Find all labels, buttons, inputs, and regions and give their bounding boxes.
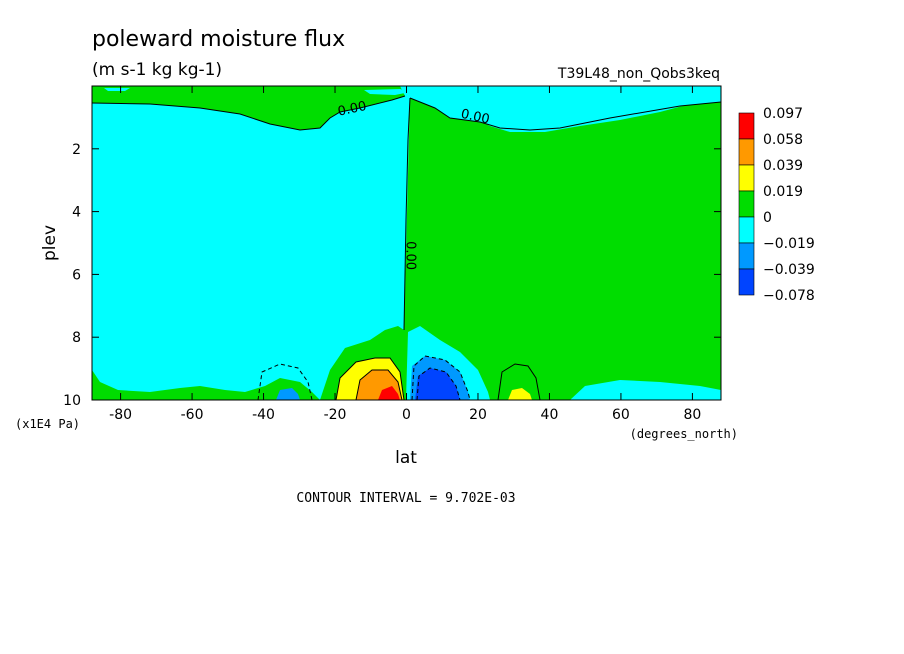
legend-level-label: −0.019 xyxy=(763,236,815,252)
legend-swatch xyxy=(738,242,755,270)
plot-area xyxy=(91,85,722,401)
negative-region-north-surface xyxy=(570,380,721,400)
x-tick-label: 80 xyxy=(683,407,701,423)
x-axis: -80 -60 -40 -20 0 20 40 60 80 xyxy=(109,86,701,423)
contour-labels: 0.00 0.00 0.00 xyxy=(336,99,490,270)
positive-maximum-red xyxy=(378,386,400,400)
negative-contour-2 xyxy=(416,367,461,401)
positive-contour-1 xyxy=(335,357,405,401)
contour-lines xyxy=(91,95,722,401)
zero-contour-upper-south xyxy=(91,95,406,131)
positive-contour-north xyxy=(497,363,541,401)
contour-label: 0.00 xyxy=(459,107,490,128)
color-legend: 0.097 0.058 0.039 0.019 0 −0.019 −0.039 −0.078 xyxy=(738,106,815,304)
legend-level-label: −0.078 xyxy=(763,288,815,304)
negative-contour-south xyxy=(257,363,313,401)
contour-label: 0.00 xyxy=(403,241,418,270)
y-tick-label: 2 xyxy=(72,142,81,158)
y-axis-units: (x1E4 Pa) xyxy=(15,417,80,431)
y-axis: 2 4 6 8 10 xyxy=(63,142,721,409)
y-tick-label: 4 xyxy=(72,205,81,221)
x-tick-label: 0 xyxy=(402,407,411,423)
negative-maximum-south-subtropics xyxy=(276,388,300,400)
zero-contour-equator xyxy=(403,97,411,331)
legend-level-label: 0.058 xyxy=(763,132,803,148)
x-tick-label: -40 xyxy=(252,407,275,423)
y-axis-label: plev xyxy=(40,225,60,261)
x-axis-label: lat xyxy=(395,448,417,468)
x-tick-label: -80 xyxy=(109,407,132,423)
x-tick-label: 60 xyxy=(612,407,630,423)
x-tick-label: 40 xyxy=(541,407,559,423)
y-tick-label: 10 xyxy=(63,393,81,409)
positive-region-upper xyxy=(92,86,405,130)
legend-swatch xyxy=(738,112,755,140)
x-tick-label: 20 xyxy=(469,407,487,423)
chart-title: poleward moisture flux xyxy=(92,27,345,52)
x-tick-label: -20 xyxy=(324,407,347,423)
contour-label: 0.00 xyxy=(336,99,367,120)
negative-pocket-upper-center xyxy=(364,89,410,95)
positive-contour-2 xyxy=(355,369,403,401)
legend-swatch xyxy=(738,268,755,296)
y-tick-label: 8 xyxy=(72,330,81,346)
x-axis-units: (degrees_north) xyxy=(630,427,738,441)
positive-region-south-surface xyxy=(92,370,320,400)
positive-maximum-north-subtropics xyxy=(508,388,532,400)
negative-pocket-upper-left xyxy=(104,88,130,91)
negative-pocket-upper-right xyxy=(410,88,450,97)
negative-pocket-upper-far-right xyxy=(470,88,690,132)
legend-swatch xyxy=(738,138,755,166)
legend-level-label: 0.039 xyxy=(763,158,803,174)
legend-swatch xyxy=(738,216,755,244)
x-tick-label: -60 xyxy=(181,407,204,423)
chart-subtitle: (m s-1 kg kg-1) xyxy=(92,60,222,80)
legend-level-label: 0.019 xyxy=(763,184,803,200)
legend-level-label: −0.039 xyxy=(763,262,815,278)
run-label: T39L48_non_Qobs3keq xyxy=(557,66,720,82)
contour-interval-note: CONTOUR INTERVAL = 9.702E-03 xyxy=(296,491,515,506)
positive-region-north xyxy=(404,98,721,400)
legend-swatch xyxy=(738,190,755,218)
legend-level-label: 0 xyxy=(763,210,772,226)
legend-level-label: 0.097 xyxy=(763,106,803,122)
zero-contour-upper-north xyxy=(409,97,722,131)
legend-swatch xyxy=(738,164,755,192)
y-tick-label: 6 xyxy=(72,267,81,283)
